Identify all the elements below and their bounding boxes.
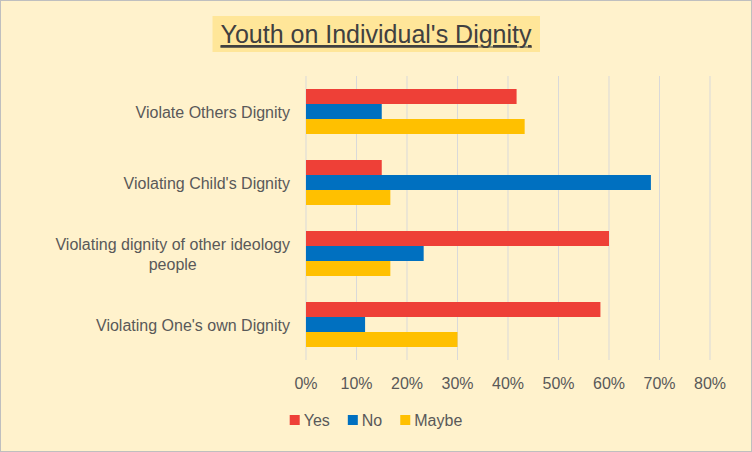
grid-line xyxy=(558,76,559,360)
category-label: Violating dignity of other ideologypeopl… xyxy=(55,236,290,273)
tick-label: 70% xyxy=(643,375,675,392)
bar xyxy=(306,332,458,347)
bar xyxy=(306,246,424,261)
grid-line xyxy=(457,76,458,360)
bar xyxy=(306,175,651,190)
tick-label: 50% xyxy=(542,375,574,392)
bar xyxy=(306,317,365,332)
tick-label: 30% xyxy=(441,375,473,392)
bar xyxy=(306,160,382,175)
grid xyxy=(306,76,710,360)
title-underline xyxy=(221,46,532,47)
title-box xyxy=(213,16,540,52)
tick-label: 60% xyxy=(593,375,625,392)
legend-swatch xyxy=(290,415,300,425)
legend-swatch xyxy=(348,415,358,425)
title: Youth on Individual's Dignity xyxy=(221,20,532,48)
legend-item: Maybe xyxy=(400,412,462,429)
grid-line xyxy=(407,76,408,360)
grid-line xyxy=(609,76,610,360)
legend-label: No xyxy=(362,412,383,429)
bar xyxy=(306,302,600,317)
legend: Yes No Maybe xyxy=(290,412,463,429)
grid-line xyxy=(710,76,711,360)
chart-svg: Youth on Individual's Dignity 0% 10% 20% 30%… xyxy=(0,0,752,452)
bar xyxy=(306,119,525,134)
bars xyxy=(306,89,651,347)
legend-item: Yes xyxy=(290,412,330,429)
bar xyxy=(306,261,390,276)
tick-label: 80% xyxy=(694,375,726,392)
tick-label: 40% xyxy=(492,375,524,392)
category-label: Violate Others Dignity xyxy=(136,104,290,121)
grid-line xyxy=(659,76,660,360)
legend-item: No xyxy=(348,412,383,429)
tick-label: 20% xyxy=(391,375,423,392)
legend-swatch xyxy=(400,415,410,425)
background xyxy=(1,1,752,452)
bar xyxy=(306,89,517,104)
bar xyxy=(306,190,390,205)
legend-label: Maybe xyxy=(414,412,462,429)
grid-line xyxy=(508,76,509,360)
bar xyxy=(306,104,382,119)
legend-label: Yes xyxy=(304,412,330,429)
tick-label: 10% xyxy=(340,375,372,392)
tick-label: 0% xyxy=(294,375,317,392)
category-label: Violating One's own Dignity xyxy=(96,317,290,334)
category-label: Violating Child's Dignity xyxy=(124,175,290,192)
chart-container: Youth on Individual's Dignity 0% 10% 20% 30%… xyxy=(0,0,752,452)
bar xyxy=(306,231,609,246)
